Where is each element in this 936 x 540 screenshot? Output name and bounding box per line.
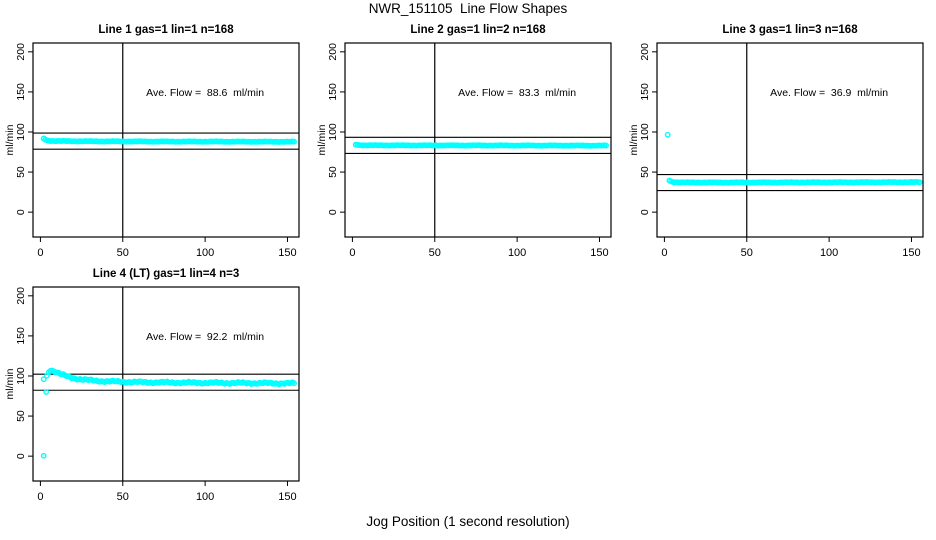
y-tick-label: 100 (327, 123, 339, 141)
x-tick-label: 100 (820, 247, 838, 259)
x-tick-label: 50 (117, 247, 129, 259)
data-points (664, 131, 923, 186)
data-points (40, 135, 297, 145)
plot-box (656, 42, 924, 238)
y-axis-label: ml/min (4, 368, 16, 399)
x-tick-label: 0 (349, 247, 355, 259)
flow-point (291, 138, 297, 145)
y-tick-label: 100 (15, 123, 27, 141)
panel-title: Line 4 (LT) gas=1 lin=4 n=3 (93, 268, 239, 280)
plot-box (32, 286, 300, 482)
y-tick-label: 50 (15, 410, 27, 422)
y-tick-label: 50 (15, 166, 27, 178)
panel-line-1: Line 1 gas=1 lin=1 n=168 0 50 100 150 200 0 50 1… (4, 24, 300, 259)
y-tick-label: 0 (639, 209, 651, 215)
y-tick-label: 150 (327, 83, 339, 101)
ave-flow-annotation: Ave. Flow = 88.6 ml/min (146, 87, 264, 99)
y-tick-label: 100 (639, 123, 651, 141)
x-tick-label: 0 (37, 491, 43, 503)
y-tick-label: 150 (639, 83, 651, 101)
panel-title: Line 2 gas=1 lin=2 n=168 (410, 24, 546, 36)
x-tick-label: 0 (661, 247, 667, 259)
y-axis-label: ml/min (4, 124, 16, 155)
flow-point (603, 142, 609, 149)
x-tick-label: 100 (508, 247, 526, 259)
y-tick-label: 200 (639, 43, 651, 61)
panel-title: Line 1 gas=1 lin=1 n=168 (98, 24, 234, 36)
plot-box (344, 42, 612, 238)
x-tick-label: 150 (278, 247, 296, 259)
panel-line-2: Line 2 gas=1 lin=2 n=168 0 50 100 150 200 0 50 1… (316, 24, 612, 259)
ave-flow-annotation: Ave. Flow = 83.3 ml/min (458, 87, 576, 99)
data-points (40, 367, 297, 459)
x-tick-label: 150 (590, 247, 608, 259)
data-points (352, 141, 609, 149)
panel-title: Line 3 gas=1 lin=3 n=168 (722, 24, 858, 36)
x-tick-label: 150 (902, 247, 920, 259)
y-tick-label: 200 (327, 43, 339, 61)
outlier-point (40, 376, 47, 383)
y-tick-label: 150 (15, 83, 27, 101)
ave-flow-annotation: Ave. Flow = 92.2 ml/min (146, 331, 264, 343)
x-tick-label: 50 (117, 491, 129, 503)
y-tick-label: 200 (15, 287, 27, 305)
y-tick-label: 150 (15, 327, 27, 345)
y-tick-label: 0 (15, 453, 27, 459)
x-tick-label: 50 (429, 247, 441, 259)
outlier-point (43, 389, 50, 395)
flow-point (916, 179, 923, 186)
y-tick-label: 200 (15, 43, 27, 61)
y-tick-label: 0 (15, 209, 27, 215)
outlier-point (664, 131, 671, 138)
x-tick-label: 0 (37, 247, 43, 259)
x-tick-label: 50 (741, 247, 753, 259)
figure-title: NWR_151105 Line Flow Shapes (368, 1, 568, 16)
x-tick-label: 150 (278, 491, 296, 503)
x-axis-outer-label: Jog Position (1 second resolution) (366, 514, 570, 529)
y-tick-label: 100 (15, 367, 27, 385)
x-tick-label: 100 (196, 491, 214, 503)
panel-line-4: Line 4 (LT) gas=1 lin=4 n=3 0 50 100 150 200 0… (4, 268, 300, 503)
y-tick-label: 50 (639, 166, 651, 178)
y-tick-label: 0 (327, 209, 339, 215)
ave-flow-annotation: Ave. Flow = 36.9 ml/min (770, 87, 888, 99)
y-axis-label: ml/min (628, 124, 640, 155)
panel-line-3: Line 3 gas=1 lin=3 n=168 0 50 100 150 200 0 50 1… (628, 24, 924, 259)
flow-point (291, 380, 297, 387)
x-tick-label: 100 (196, 247, 214, 259)
y-axis-label: ml/min (316, 124, 328, 155)
plot-box (32, 42, 300, 238)
y-tick-label: 50 (327, 166, 339, 178)
outlier-point (40, 452, 47, 459)
